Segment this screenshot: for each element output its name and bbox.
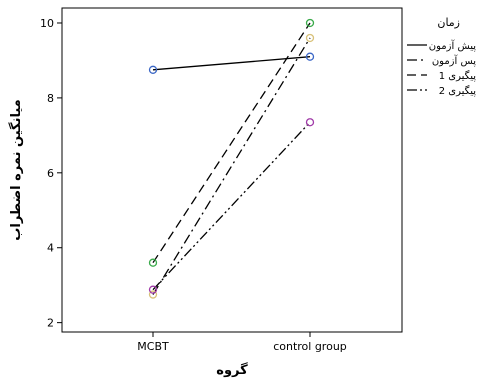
y-tick-label: 2	[47, 317, 54, 330]
y-tick-label: 8	[47, 92, 54, 105]
series-line-1	[152, 56, 311, 71]
legend: زمان پیش آزمون پس آزمون پیگیری 1 پیگیری 2	[407, 16, 476, 97]
y-tick-label: 6	[47, 167, 54, 180]
legend-item-label: پس آزمون	[432, 54, 476, 67]
legend-title: زمان	[437, 16, 460, 29]
plot-frame	[61, 7, 403, 333]
series-line-3	[152, 22, 311, 264]
data-point-series-3	[305, 18, 315, 28]
x-tick-label: MCBT	[137, 340, 169, 353]
legend-item-label: پیش آزمون	[429, 39, 476, 52]
data-point-series-2	[305, 33, 315, 43]
y-tick-label: 4	[47, 242, 54, 255]
y-tick-label: 10	[40, 17, 54, 30]
data-point-series-1	[148, 65, 158, 74]
x-axis: MCBT control group	[137, 332, 347, 353]
data-point-series-2	[148, 290, 158, 299]
legend-item-label: پیگیری 2	[439, 85, 476, 97]
data-point-series-4	[148, 285, 158, 294]
data-point-series-3	[148, 258, 158, 267]
y-axis: 2 4 6 8 10	[40, 17, 62, 330]
data-point-series-1	[305, 52, 315, 61]
y-axis-label: میانگین نمره اضطراب	[8, 99, 24, 240]
legend-item-label: پیگیری 1	[439, 70, 476, 82]
data-point-series-4	[305, 118, 315, 127]
series-points	[148, 18, 315, 299]
x-axis-label: گروه	[216, 362, 248, 378]
x-tick-label: control group	[273, 340, 347, 353]
series-line-4	[152, 121, 311, 291]
series-lines	[152, 22, 311, 295]
